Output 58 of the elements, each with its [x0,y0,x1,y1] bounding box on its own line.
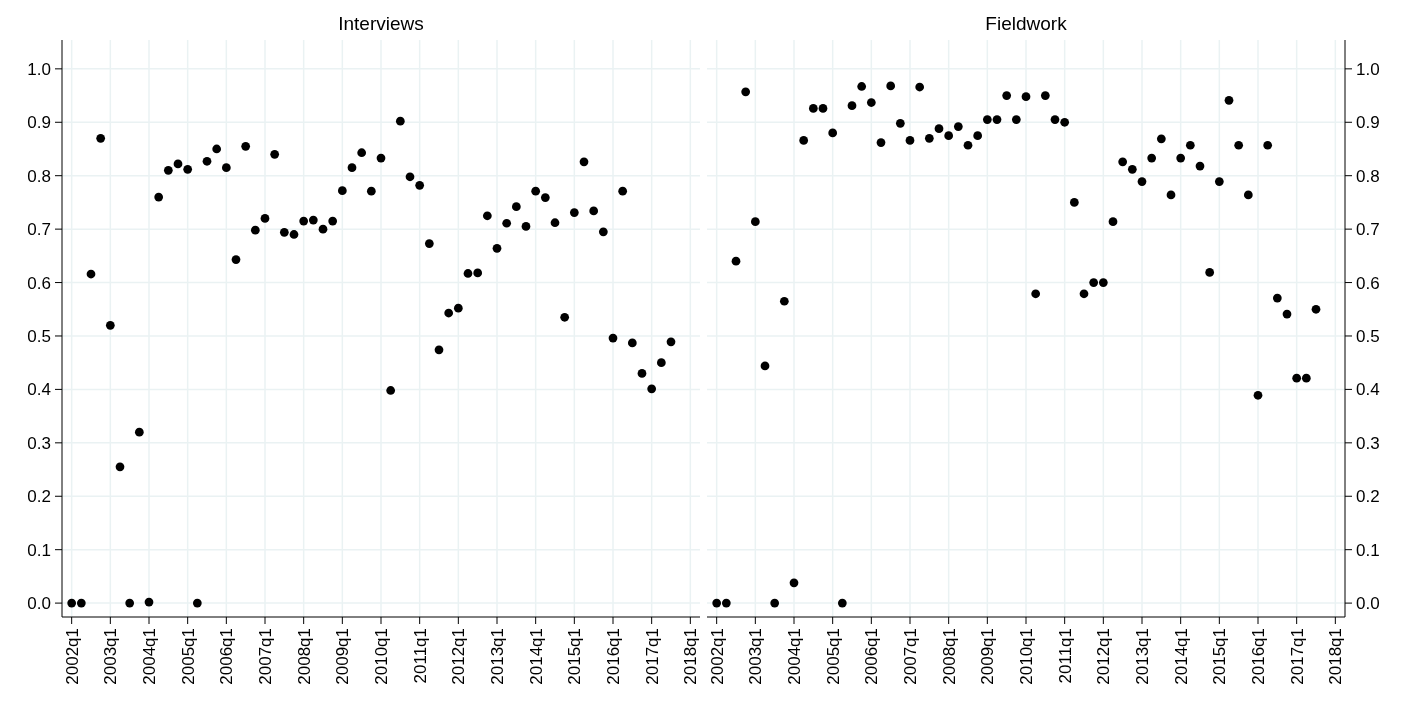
x-tick-label: 2016q1 [1249,628,1268,685]
y-tick-label: 0.7 [27,220,51,240]
y-tick-label: 0.1 [1356,540,1380,560]
x-tick-label: 2009q1 [978,628,998,685]
y-tick-label: 1.0 [1356,59,1380,79]
y-tick-label: 1.0 [27,59,51,79]
x-tick-label: 2010q1 [1017,628,1036,685]
y-tick-label: 0.0 [27,594,51,614]
y-tick-label: 0.5 [1356,326,1380,346]
x-tick-label: 2012q1 [1094,628,1114,685]
y-tick-label: 0.1 [27,540,51,560]
y-tick-label: 0.4 [1356,380,1380,400]
x-tick-label: 2007q1 [256,628,275,685]
x-tick-label: 2002q1 [707,628,727,685]
x-tick-label: 2005q1 [823,628,843,685]
chart-title: Fieldwork [985,13,1068,34]
x-tick-label: 2018q1 [1326,628,1346,685]
x-tick-label: 2015q1 [565,628,585,685]
y-tick-label: 0.7 [1356,220,1380,240]
x-tick-label: 2006q1 [862,628,882,685]
y-tick-label: 0.6 [27,273,51,293]
x-tick-label: 2013q1 [488,628,507,685]
x-tick-label: 2007q1 [901,628,920,685]
x-tick-label: 2016q1 [604,628,623,685]
x-tick-label: 2004q1 [785,628,804,685]
x-tick-label: 2015q1 [1210,628,1230,685]
x-tick-label: 2011q1 [1055,628,1075,684]
x-tick-label: 2006q1 [217,628,237,685]
y-tick-label: 0.5 [27,326,51,346]
x-tick-label: 2002q1 [62,628,82,685]
y-tick-label: 0.4 [27,380,51,400]
y-tick-label: 0.3 [1356,433,1380,453]
y-tick-label: 0.3 [27,433,51,453]
x-tick-label: 2009q1 [333,628,353,685]
y-tick-label: 0.8 [27,166,51,186]
x-tick-label: 2004q1 [140,628,159,685]
x-tick-label: 2017q1 [1287,628,1307,685]
x-tick-label: 2008q1 [294,628,314,685]
y-tick-label: 0.6 [1356,273,1380,293]
x-tick-label: 2014q1 [1171,628,1191,685]
x-tick-label: 2008q1 [939,628,959,685]
y-tick-label: 0.8 [1356,166,1380,186]
x-tick-label: 2013q1 [1133,628,1152,685]
x-tick-label: 2012q1 [449,628,469,685]
x-tick-label: 2014q1 [526,628,546,685]
y-tick-label: 0.0 [1356,594,1380,614]
y-tick-label: 0.9 [1356,113,1380,133]
y-tick-label: 0.2 [27,487,51,507]
x-tick-label: 2011q1 [410,628,430,684]
x-tick-label: 2010q1 [372,628,391,685]
x-tick-label: 2003q1 [101,628,121,685]
x-tick-label: 2003q1 [746,628,766,685]
y-tick-label: 0.9 [27,113,51,133]
x-tick-label: 2018q1 [681,628,701,685]
x-tick-label: 2017q1 [642,628,662,685]
x-tick-label: 2005q1 [178,628,198,685]
chart-title: Interviews [338,13,424,34]
y-tick-label: 0.2 [1356,487,1380,507]
